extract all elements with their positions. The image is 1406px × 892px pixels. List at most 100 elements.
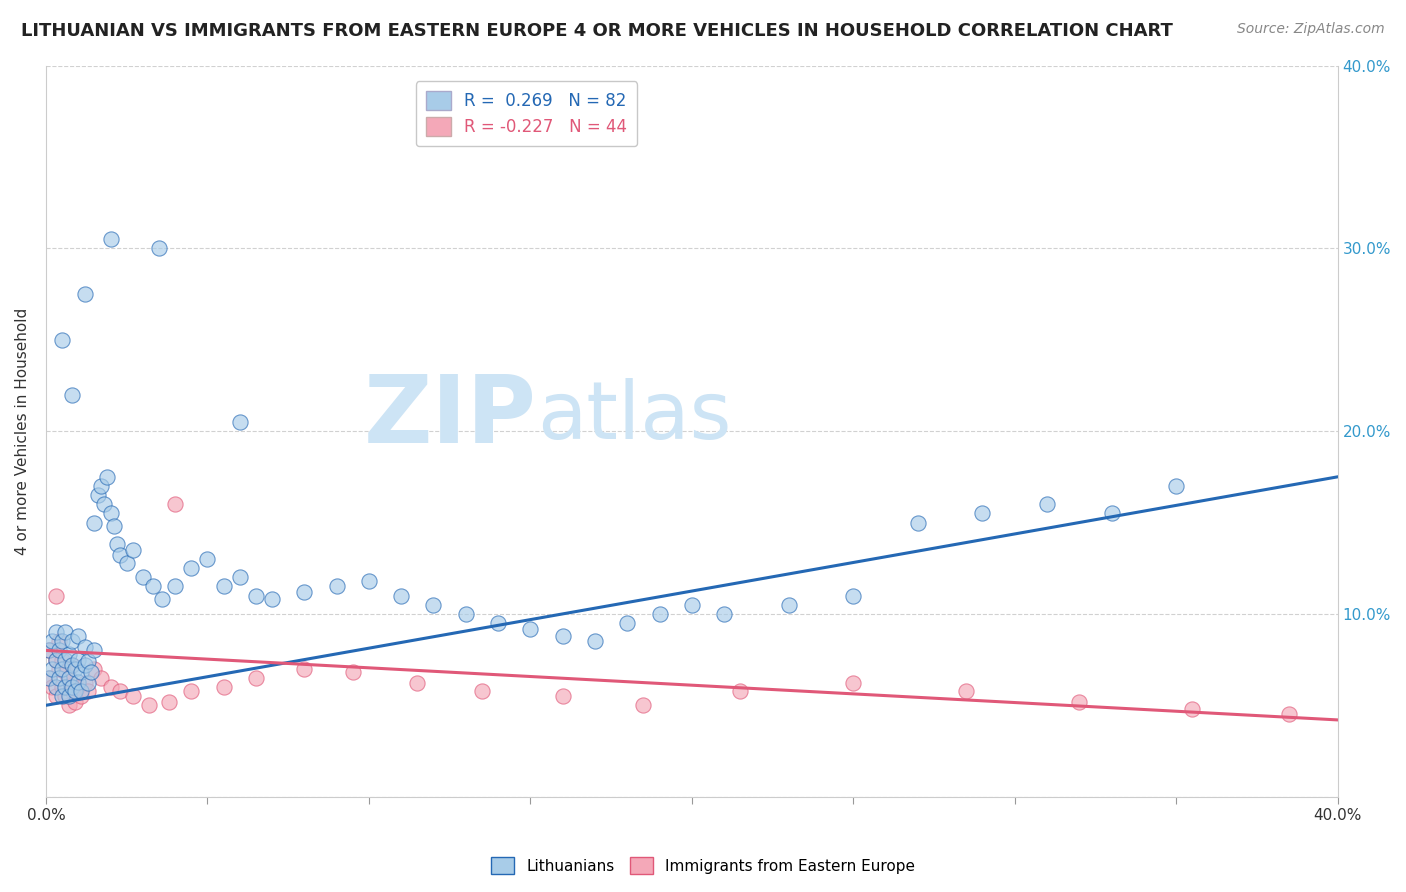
Point <box>67 674 90 689</box>
Point <box>53 665 76 680</box>
Point <box>1069 695 1091 709</box>
Point <box>907 516 929 530</box>
Point <box>616 615 638 630</box>
Point <box>41 680 63 694</box>
Point <box>132 570 155 584</box>
Point <box>60 680 83 694</box>
Point <box>122 689 145 703</box>
Point <box>180 561 202 575</box>
Point <box>357 574 380 588</box>
Point <box>77 655 100 669</box>
Point <box>406 676 429 690</box>
Point <box>38 643 60 657</box>
Point <box>45 589 67 603</box>
Point <box>1278 707 1301 722</box>
Point <box>197 552 219 566</box>
Point <box>45 652 67 666</box>
Point <box>90 479 112 493</box>
Point <box>73 658 96 673</box>
Point <box>633 698 655 713</box>
Point <box>58 698 80 713</box>
Point <box>972 507 994 521</box>
Point <box>53 625 76 640</box>
Point <box>90 671 112 685</box>
Point <box>228 415 250 429</box>
Point <box>115 556 138 570</box>
Point <box>110 683 132 698</box>
Point <box>38 643 60 657</box>
Point <box>681 598 703 612</box>
Point <box>212 580 235 594</box>
Point <box>45 680 67 694</box>
Point <box>96 470 118 484</box>
Point <box>422 598 444 612</box>
Point <box>165 580 187 594</box>
Point <box>245 589 267 603</box>
Point <box>86 488 108 502</box>
Point <box>325 580 347 594</box>
Point <box>58 689 80 703</box>
Point <box>93 497 115 511</box>
Point <box>41 634 63 648</box>
Point <box>70 665 93 680</box>
Point <box>148 241 170 255</box>
Point <box>58 671 80 685</box>
Point <box>778 598 800 612</box>
Point <box>70 683 93 698</box>
Point <box>842 589 865 603</box>
Point <box>245 671 267 685</box>
Point <box>648 607 671 621</box>
Legend: R =  0.269   N = 82, R = -0.227   N = 44: R = 0.269 N = 82, R = -0.227 N = 44 <box>416 81 637 146</box>
Point <box>58 647 80 661</box>
Point <box>228 570 250 584</box>
Point <box>519 622 541 636</box>
Text: ZIP: ZIP <box>364 370 537 463</box>
Point <box>83 662 105 676</box>
Point <box>141 580 163 594</box>
Point <box>713 607 735 621</box>
Point <box>60 683 83 698</box>
Point <box>53 689 76 703</box>
Point <box>63 662 86 676</box>
Point <box>551 629 574 643</box>
Point <box>100 507 122 521</box>
Point <box>389 589 412 603</box>
Point <box>180 683 202 698</box>
Point <box>486 615 509 630</box>
Point <box>67 629 90 643</box>
Point <box>105 537 128 551</box>
Point <box>51 662 73 676</box>
Point <box>1101 507 1123 521</box>
Text: atlas: atlas <box>537 377 731 456</box>
Point <box>48 643 70 657</box>
Point <box>77 676 100 690</box>
Point <box>63 695 86 709</box>
Point <box>53 680 76 694</box>
Point <box>58 671 80 685</box>
Point <box>342 665 364 680</box>
Point <box>165 497 187 511</box>
Point <box>1166 479 1188 493</box>
Point <box>67 680 90 694</box>
Point <box>51 680 73 694</box>
Point <box>60 658 83 673</box>
Point <box>73 287 96 301</box>
Point <box>63 683 86 698</box>
Point <box>60 658 83 673</box>
Point <box>583 634 606 648</box>
Point <box>150 592 173 607</box>
Point <box>53 652 76 666</box>
Point <box>67 652 90 666</box>
Point <box>51 689 73 703</box>
Point <box>1036 497 1059 511</box>
Point <box>157 695 180 709</box>
Point <box>292 662 315 676</box>
Point <box>48 634 70 648</box>
Legend: Lithuanians, Immigrants from Eastern Europe: Lithuanians, Immigrants from Eastern Eur… <box>485 851 921 880</box>
Point <box>212 680 235 694</box>
Point <box>60 387 83 401</box>
Point <box>100 232 122 246</box>
Point <box>60 634 83 648</box>
Point <box>51 333 73 347</box>
Point <box>51 652 73 666</box>
